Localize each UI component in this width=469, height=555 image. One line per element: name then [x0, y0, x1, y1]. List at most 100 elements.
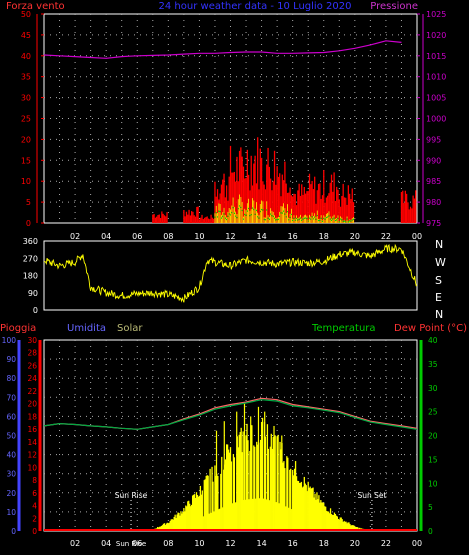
- avg-wind-point: [307, 220, 309, 222]
- x-tick-label: 08: [163, 232, 173, 241]
- avg-wind-point: [236, 216, 238, 219]
- avg-wind-point: [268, 218, 271, 221]
- avg-wind-point: [346, 218, 348, 220]
- avg-wind-point: [291, 219, 294, 222]
- avg-wind-point: [315, 218, 317, 220]
- compass-w: W: [435, 256, 446, 269]
- y-tick-label-temperature: 0: [428, 527, 433, 536]
- dew-point-line: [43, 399, 418, 430]
- compass-s: S: [435, 274, 442, 287]
- y-tick-label-humidity: 60: [6, 412, 16, 421]
- avg-wind-point: [269, 213, 272, 215]
- y-tick-label-pressure: 980: [426, 198, 441, 207]
- avg-wind-point: [259, 210, 261, 213]
- avg-wind-point: [224, 217, 227, 219]
- y-tick-label-rain: 16: [27, 425, 37, 434]
- humidity-label: Umidita: [67, 323, 106, 334]
- y-tick-label-temperature: 40: [428, 336, 438, 345]
- x-tick-label: 04: [101, 539, 111, 548]
- avg-wind-point: [264, 219, 267, 221]
- avg-wind-point: [324, 218, 326, 220]
- avg-wind-point: [347, 221, 350, 223]
- y-tick-label-rain: 8: [32, 476, 37, 485]
- x-tick-label: 00: [412, 539, 422, 548]
- avg-wind-point: [290, 213, 293, 216]
- avg-wind-point: [262, 209, 264, 211]
- x-tick-label: 16: [288, 539, 298, 548]
- x-tick-label: 22: [381, 539, 391, 548]
- y-tick-label-pressure: 1025: [426, 10, 446, 19]
- avg-wind-point: [219, 210, 221, 213]
- avg-wind-point: [338, 221, 340, 223]
- y-tick-label-wind: 15: [21, 156, 31, 165]
- avg-wind-point: [280, 212, 282, 214]
- avg-wind-point: [215, 212, 217, 214]
- avg-wind-point: [238, 205, 241, 207]
- y-tick-label-rain: 24: [27, 374, 37, 383]
- y-tick-label-humidity: 20: [6, 489, 16, 498]
- avg-wind-point: [303, 217, 306, 220]
- avg-wind-point: [285, 216, 287, 218]
- avg-wind-point: [272, 215, 274, 218]
- y-tick-label-wind: 30: [21, 94, 31, 103]
- y-tick-label-wind: 10: [21, 177, 31, 186]
- y-tick-label-rain: 30: [27, 336, 37, 345]
- avg-wind-point: [254, 213, 256, 216]
- wind-force-label: Forza vento: [6, 1, 65, 12]
- y-tick-label-wind: 20: [21, 135, 31, 144]
- avg-wind-point: [337, 217, 339, 220]
- y-tick-label-rain: 4: [32, 502, 37, 511]
- avg-wind-point: [247, 207, 250, 210]
- y-tick-label-pressure: 975: [426, 219, 441, 228]
- y-tick-label-wind: 35: [21, 73, 31, 82]
- avg-wind-point: [263, 218, 265, 221]
- avg-wind-point: [304, 217, 307, 219]
- avg-wind-point: [294, 219, 296, 222]
- avg-wind-point: [316, 214, 318, 217]
- y-tick-label-humidity: 40: [6, 451, 16, 460]
- y-tick-label-wind: 0: [26, 219, 31, 228]
- x-tick-label: 04: [101, 232, 111, 241]
- avg-wind-point: [266, 209, 268, 211]
- y-tick-label-humidity: 50: [6, 432, 16, 441]
- avg-wind-point: [251, 207, 254, 209]
- avg-wind-point: [320, 217, 322, 220]
- y-tick-label-rain: 14: [27, 438, 37, 447]
- avg-wind-point: [242, 218, 245, 220]
- avg-wind-point: [342, 220, 344, 223]
- avg-wind-point: [260, 208, 263, 211]
- avg-wind-point: [282, 210, 285, 212]
- avg-wind-point: [222, 215, 224, 218]
- y-tick-label-temperature: 30: [428, 384, 438, 393]
- avg-wind-point: [250, 213, 252, 216]
- sun-rise-label: Sun Rise: [115, 491, 148, 500]
- y-tick-label-rain: 22: [27, 387, 37, 396]
- avg-wind-point: [326, 216, 329, 218]
- x-tick-label: 14: [256, 539, 266, 548]
- avg-wind-point: [293, 217, 295, 220]
- avg-wind-point: [234, 215, 237, 217]
- avg-wind-point: [237, 208, 239, 210]
- avg-wind-point: [255, 209, 258, 212]
- y-tick-label-wind: 40: [21, 52, 31, 61]
- avg-wind-point: [311, 216, 313, 218]
- y-tick-label-humidity: 30: [6, 470, 16, 479]
- avg-wind-point: [339, 218, 342, 220]
- avg-wind-point: [288, 219, 290, 221]
- avg-wind-point: [225, 218, 228, 221]
- avg-wind-point: [295, 217, 298, 220]
- avg-wind-point: [253, 208, 255, 211]
- y-tick-label-wind: 45: [21, 31, 31, 40]
- y-tick-label-pressure: 1020: [426, 31, 446, 40]
- x-tick-label: 12: [225, 232, 235, 241]
- avg-wind-point: [333, 217, 335, 219]
- avg-wind-point: [308, 217, 311, 219]
- avg-wind-point: [249, 214, 251, 217]
- avg-wind-point: [332, 218, 334, 220]
- avg-wind-point: [330, 219, 333, 222]
- avg-wind-point: [321, 220, 324, 223]
- avg-wind-point: [273, 217, 276, 220]
- series-layer: [43, 40, 418, 531]
- avg-wind-point: [341, 219, 343, 221]
- y-tick-label-rain: 12: [27, 451, 37, 460]
